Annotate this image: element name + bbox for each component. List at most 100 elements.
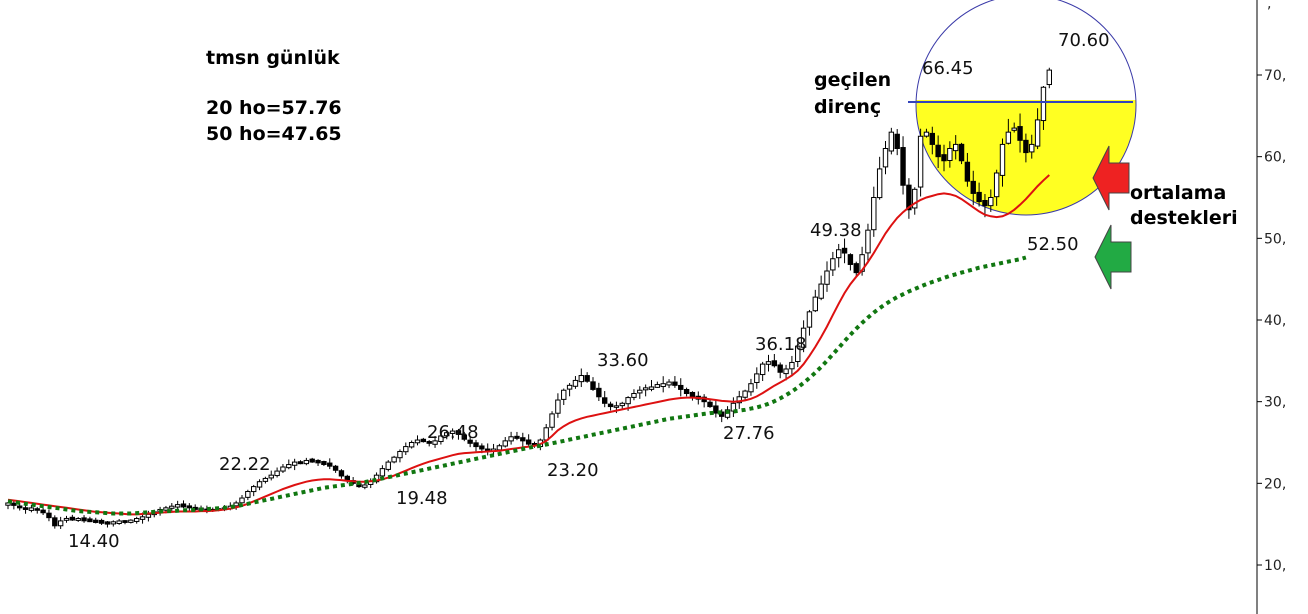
candle-body	[444, 432, 450, 437]
candle-body	[327, 462, 333, 467]
candle-body	[613, 405, 620, 408]
candle-body	[795, 345, 801, 363]
price-label: 36.18	[755, 334, 807, 355]
candle-body	[397, 450, 403, 459]
candle-body	[912, 188, 918, 209]
candle-body	[34, 508, 40, 511]
axis-top-tick: ,	[1267, 0, 1271, 12]
green-arrow-icon	[1094, 224, 1132, 290]
candle-body	[1023, 139, 1029, 154]
candle-body	[789, 361, 795, 370]
candle-body	[233, 502, 239, 507]
candle-body	[648, 386, 655, 390]
candle-body	[736, 396, 742, 404]
candle-body	[57, 520, 64, 527]
candle-body	[128, 519, 134, 523]
candle-body	[274, 470, 280, 477]
price-label: 22.22	[219, 454, 271, 475]
candle-body	[590, 381, 596, 390]
axis-tick-label: 60,	[1264, 150, 1286, 166]
candle-body	[730, 402, 737, 412]
candle-body	[993, 172, 1000, 198]
candle-body	[496, 445, 503, 451]
candle-body	[514, 435, 520, 439]
price-labels: 14.40 22.22 19.48 26.48 23.20 33.60 27.76 36.18…	[68, 30, 1110, 552]
candle-body	[970, 180, 976, 194]
candle-body	[906, 184, 912, 211]
candle-body	[917, 135, 924, 188]
candle-body	[362, 484, 368, 488]
candle-body	[678, 384, 684, 390]
candle-body	[186, 505, 193, 509]
candle-body	[847, 254, 854, 265]
candle-body	[771, 360, 778, 367]
candle-body	[256, 481, 263, 488]
candle-body	[1005, 131, 1012, 144]
candle-body	[1029, 143, 1035, 153]
candle-body	[742, 390, 748, 398]
candle-body	[1011, 127, 1017, 131]
price-label: 23.20	[547, 460, 599, 481]
price-label: 26.48	[427, 422, 479, 443]
candle-body	[800, 327, 807, 348]
candle-body	[379, 468, 386, 477]
support-note-line1: ortalama	[1130, 182, 1227, 204]
candle-body	[683, 388, 690, 395]
candle-body	[935, 144, 941, 158]
candle-body	[1040, 86, 1047, 122]
candle-body	[81, 517, 87, 522]
candle-body	[988, 197, 994, 207]
candle-body	[619, 402, 625, 407]
axis-tick-label: 40,	[1264, 313, 1286, 329]
candle-body	[929, 132, 935, 145]
axis-tick-label: 10,	[1264, 558, 1286, 574]
candle-body	[689, 391, 696, 398]
candle-body	[631, 393, 637, 398]
support-note-line2: destekleri	[1130, 207, 1238, 229]
candle-body	[303, 459, 310, 465]
candle-body	[22, 507, 29, 510]
axis-tick-label: 30,	[1264, 395, 1286, 411]
candle-body	[403, 446, 409, 453]
candle-body	[812, 296, 818, 312]
candle-body	[116, 520, 122, 525]
candle-body	[332, 465, 339, 471]
candle-body	[40, 509, 46, 514]
candle-body	[473, 442, 479, 448]
candle-body	[338, 470, 345, 477]
price-label: 49.38	[810, 220, 862, 241]
candle-body	[508, 436, 514, 442]
candle-body	[707, 401, 713, 408]
candle-body	[268, 474, 274, 479]
candle-body	[824, 270, 830, 285]
candle-body	[467, 439, 473, 444]
candle-body	[52, 517, 58, 527]
candle-body	[578, 375, 584, 383]
ma20-line	[7, 174, 1050, 516]
price-label: 70.60	[1058, 30, 1110, 51]
candle-body	[806, 311, 813, 328]
candle-body	[871, 197, 877, 231]
candle-body	[947, 148, 953, 162]
candle-body	[461, 434, 468, 440]
candle-body	[63, 517, 70, 521]
ma20-label: 20 ho=57.76	[206, 97, 342, 119]
candle-body	[438, 435, 444, 443]
candle-body	[420, 438, 427, 443]
candle-body	[783, 368, 789, 375]
candle-body	[964, 161, 971, 182]
candle-body	[625, 397, 631, 405]
axis-tick-label: 50,	[1264, 231, 1286, 247]
axis-tick-label: 70,	[1264, 68, 1286, 84]
candle-body	[17, 505, 23, 509]
candle-body	[291, 461, 298, 466]
candle-body	[110, 521, 116, 525]
candle-body	[818, 283, 824, 299]
candle-body	[584, 375, 590, 382]
candle-body	[169, 505, 175, 509]
candle-body	[923, 131, 930, 137]
candle-body	[888, 131, 895, 152]
candle-body	[239, 497, 245, 504]
candle-body	[426, 441, 432, 444]
